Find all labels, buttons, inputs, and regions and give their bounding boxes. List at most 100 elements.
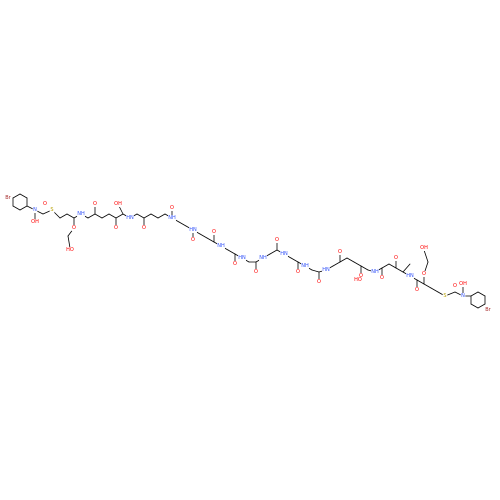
atom-label-background xyxy=(92,201,98,207)
carbonyl-oxygen-label: O xyxy=(170,205,174,211)
atom-label-background xyxy=(484,307,492,313)
atom-label-background xyxy=(337,249,343,255)
atom-label-background xyxy=(217,243,225,249)
backbone-bond xyxy=(206,237,215,243)
left-n-label: N xyxy=(33,207,37,213)
carbonyl-oxygen-label: O xyxy=(233,261,237,267)
backbone-bond xyxy=(199,233,208,239)
atom-label-background xyxy=(280,251,288,257)
right-carbamoyl-o-label: O xyxy=(453,283,457,289)
backbone-bond xyxy=(430,287,439,293)
backbone-bond xyxy=(227,249,236,255)
amine-label: HN xyxy=(238,255,246,261)
atom-label-background xyxy=(406,273,414,279)
left-ring-bond xyxy=(12,193,21,199)
right-ring-bond xyxy=(470,291,479,297)
left-bromine-label: Br xyxy=(5,195,11,201)
atom-label-background xyxy=(66,247,74,253)
carbonyl-oxygen-label: O xyxy=(142,225,146,231)
atom-label-background xyxy=(126,215,134,221)
carbonyl-oxygen-label: O xyxy=(296,269,300,275)
atom-label-background xyxy=(452,283,458,289)
backbone-bond xyxy=(311,269,320,273)
backbone-bond xyxy=(157,213,166,219)
backbone-bond xyxy=(353,261,362,267)
left-sulfur-label: S xyxy=(50,207,53,213)
carbonyl-oxygen-label: O xyxy=(380,275,384,281)
amine-label: NH xyxy=(77,211,85,217)
amine-label: NH xyxy=(301,263,309,269)
atom-label-background xyxy=(113,225,119,231)
right-acid-oh-label: OH xyxy=(420,245,428,251)
left-ring-bond xyxy=(19,193,28,199)
backbone-bond xyxy=(115,213,124,219)
carbonyl-oxygen-label: O xyxy=(191,237,195,243)
amine-label: HN xyxy=(189,227,197,233)
atom-label-background xyxy=(301,263,309,269)
atom-label-background xyxy=(114,201,122,207)
backbone-bond xyxy=(339,257,348,263)
right-sulfur-label: S xyxy=(443,293,446,299)
backbone-bond xyxy=(332,261,341,267)
amine-label: NH xyxy=(217,243,225,249)
amine-label: HN xyxy=(280,251,288,257)
atom-label-background xyxy=(316,279,322,285)
carbonyl-oxygen-label: O xyxy=(394,255,398,261)
side-chain-bond xyxy=(67,235,71,249)
carbonyl-oxygen-label: O xyxy=(212,229,216,235)
carbonyl-oxygen-label: O xyxy=(422,271,426,277)
backbone-bond xyxy=(395,267,404,273)
backbone-bond xyxy=(150,213,159,219)
backbone-bond xyxy=(269,249,278,255)
atom-label-background xyxy=(42,201,48,207)
carbonyl-oxygen-label: O xyxy=(93,201,97,207)
atom-label-background xyxy=(31,219,39,225)
carbonyl-oxygen-label: O xyxy=(254,269,258,275)
backbone-bond xyxy=(59,213,68,219)
atom-label-background xyxy=(232,261,238,267)
left-acid-ho-label: HO xyxy=(66,247,74,253)
backbone-bond xyxy=(360,265,369,271)
atom-label-background xyxy=(238,255,246,261)
atom-label-background xyxy=(77,211,85,217)
backbone-bond xyxy=(416,279,425,285)
atom-label-background xyxy=(168,215,176,221)
right-bromine-label: Br xyxy=(485,307,491,313)
amine-label: NH xyxy=(371,269,379,275)
backbone-bond xyxy=(87,213,96,219)
backbone-bond xyxy=(178,221,187,227)
atom-label-background xyxy=(371,269,379,275)
right-ring-bond xyxy=(477,303,486,309)
atom-label-background xyxy=(354,277,362,283)
atom-label-background xyxy=(393,255,399,261)
left-oh-label: OH xyxy=(31,219,39,225)
atom-label-background xyxy=(379,275,385,281)
amine-label: NH xyxy=(259,255,267,261)
carbonyl-oxygen-label: O xyxy=(114,225,118,231)
amine-label: HN xyxy=(406,273,414,279)
atom-label-background xyxy=(322,267,330,273)
atom-label-background xyxy=(358,273,364,279)
atom-label-background xyxy=(459,281,467,287)
backbone-bond xyxy=(346,257,355,263)
backbone-bond xyxy=(66,213,75,219)
atom-label-background xyxy=(421,271,427,277)
atom-label-background xyxy=(442,293,448,299)
atom-label-background xyxy=(274,237,280,243)
atom-label-background xyxy=(71,225,77,231)
left-ring-bond xyxy=(12,205,21,211)
amine-label: NH xyxy=(168,215,176,221)
backbone-bond xyxy=(108,213,117,219)
backbone-bond xyxy=(388,263,397,269)
backbone-bond xyxy=(143,213,152,219)
carbonyl-oxygen-label: O xyxy=(415,287,419,293)
right-ring-bond xyxy=(470,303,479,309)
carbonyl-oxygen-label: O xyxy=(338,249,342,255)
right-glu-ho-label: HO xyxy=(354,277,362,283)
carbonyl-oxygen-label: O xyxy=(275,237,279,243)
backbone-bond xyxy=(101,213,110,219)
acid-oh-label: OH xyxy=(114,201,122,207)
